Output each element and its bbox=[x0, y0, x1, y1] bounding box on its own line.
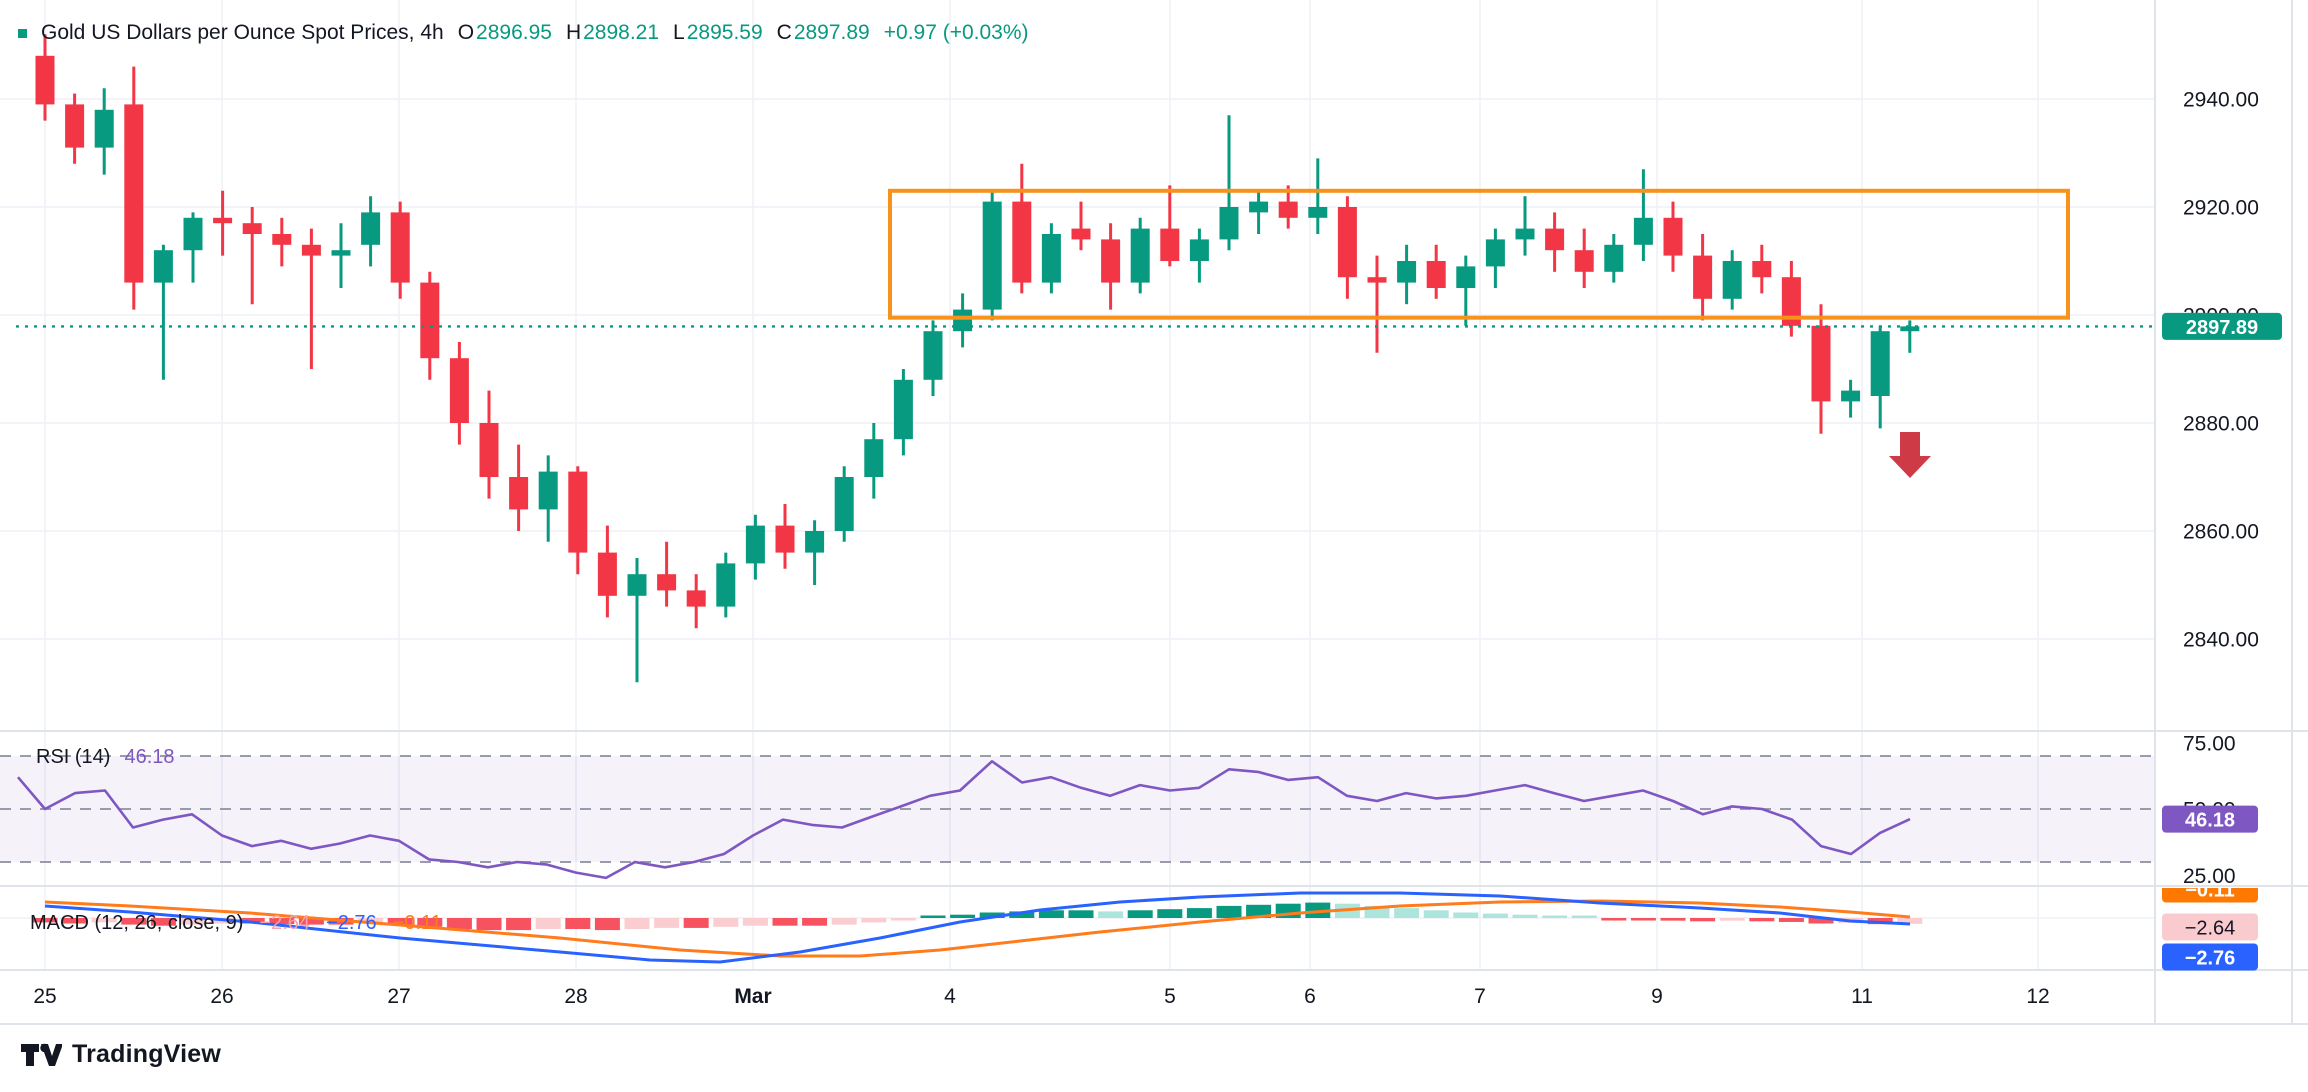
svg-text:7: 7 bbox=[1474, 985, 1486, 1008]
ohlc-open-value: 2896.95 bbox=[476, 21, 552, 44]
svg-text:25.00: 25.00 bbox=[2183, 865, 2236, 888]
svg-text:4: 4 bbox=[944, 985, 956, 1008]
svg-text:5: 5 bbox=[1164, 985, 1176, 1008]
macd-hist-value: −2.64 bbox=[259, 912, 311, 934]
macd-status-line[interactable]: MACD (12, 26, close, 9) −2.64 −2.76 −0.1… bbox=[30, 912, 442, 935]
svg-text:2880.00: 2880.00 bbox=[2183, 413, 2259, 436]
macd-pane[interactable] bbox=[32, 891, 1923, 964]
rsi-status-line[interactable]: RSI (14) 46.18 bbox=[36, 746, 175, 769]
macd-line-value: −2.76 bbox=[326, 912, 377, 934]
ohlc-close-prefix: C bbox=[776, 21, 792, 44]
ohlc-low: L 2895.59 bbox=[673, 21, 763, 45]
svg-text:26: 26 bbox=[210, 985, 233, 1008]
candlesticks[interactable] bbox=[35, 34, 1920, 683]
svg-text:2897.89: 2897.89 bbox=[2186, 317, 2258, 339]
svg-text:25: 25 bbox=[33, 985, 56, 1008]
svg-text:28: 28 bbox=[564, 985, 587, 1008]
axis-badges: 2897.89 46.18 −0.11 −2.64 −2.76 bbox=[2162, 312, 2282, 971]
svg-text:11: 11 bbox=[1851, 985, 1873, 1008]
symbol-title[interactable]: Gold US Dollars per Ounce Spot Prices, 4… bbox=[41, 21, 444, 44]
macd-badge-2: −2.76 bbox=[2162, 943, 2258, 971]
svg-text:9: 9 bbox=[1651, 985, 1663, 1008]
series-marker-icon bbox=[18, 28, 27, 38]
svg-text:27: 27 bbox=[387, 985, 410, 1008]
macd-line bbox=[44, 891, 1911, 964]
svg-text:2860.00: 2860.00 bbox=[2183, 521, 2259, 544]
svg-text:6: 6 bbox=[1304, 985, 1316, 1008]
macd-badge-0: −0.11 bbox=[2162, 880, 2258, 903]
svg-text:2920.00: 2920.00 bbox=[2183, 197, 2259, 220]
svg-text:−0.11: −0.11 bbox=[2185, 880, 2235, 902]
svg-text:46.18: 46.18 bbox=[2185, 810, 2235, 832]
ohlc-open-prefix: O bbox=[457, 21, 475, 44]
tradingview-logo-text: TradingView bbox=[72, 1040, 222, 1068]
pane-separators bbox=[0, 0, 2308, 1025]
svg-text:12: 12 bbox=[2026, 985, 2049, 1008]
macd-badge-1: −2.64 bbox=[2162, 913, 2258, 941]
chart-canvas[interactable]: 2940.002920.002900.002880.002860.002840.… bbox=[0, 0, 2308, 1028]
price-axis[interactable]: 2940.002920.002900.002880.002860.002840.… bbox=[2183, 89, 2259, 888]
ohlc-high-value: 2898.21 bbox=[583, 21, 660, 44]
ohlc-close-value: 2897.89 bbox=[793, 21, 870, 44]
tradingview-logo-icon bbox=[21, 1043, 62, 1066]
svg-text:−2.64: −2.64 bbox=[2185, 918, 2236, 940]
rsi-pane[interactable] bbox=[0, 755, 2155, 863]
symbol-header: Gold US Dollars per Ounce Spot Prices, 4… bbox=[18, 21, 1029, 45]
rsi-line bbox=[17, 759, 1911, 880]
macd-signal-line bbox=[44, 899, 1911, 958]
price-change: +0.97 (+0.03%) bbox=[883, 21, 1029, 44]
svg-text:2940.00: 2940.00 bbox=[2183, 89, 2259, 112]
svg-text:75.00: 75.00 bbox=[2183, 732, 2236, 755]
rsi-value: 46.18 bbox=[124, 746, 175, 768]
ohlc-open: O 2896.95 bbox=[458, 21, 552, 45]
ohlc-high: H 2898.21 bbox=[566, 21, 659, 45]
time-axis[interactable]: 25 26 27 28 Mar 4 5 6 7 9 11 12 bbox=[33, 985, 2049, 1008]
tradingview-attribution[interactable]: TradingView bbox=[20, 1040, 221, 1069]
ohlc-low-value: 2895.59 bbox=[686, 21, 763, 44]
ohlc-high-prefix: H bbox=[565, 21, 582, 44]
down-arrow-annotation[interactable] bbox=[1889, 432, 1931, 478]
svg-text:2840.00: 2840.00 bbox=[2183, 629, 2259, 652]
macd-label: MACD (12, 26, close, 9) bbox=[30, 912, 244, 934]
macd-signal-value: −0.11 bbox=[392, 912, 442, 934]
ohlc-close: C 2897.89 bbox=[777, 21, 870, 45]
rsi-label: RSI (14) bbox=[36, 746, 111, 768]
grid-lines bbox=[0, 0, 2155, 971]
svg-text:Mar: Mar bbox=[734, 985, 771, 1008]
ohlc-low-prefix: L bbox=[673, 21, 685, 44]
box-annotation[interactable] bbox=[888, 188, 2070, 320]
svg-text:−2.76: −2.76 bbox=[2185, 948, 2236, 970]
